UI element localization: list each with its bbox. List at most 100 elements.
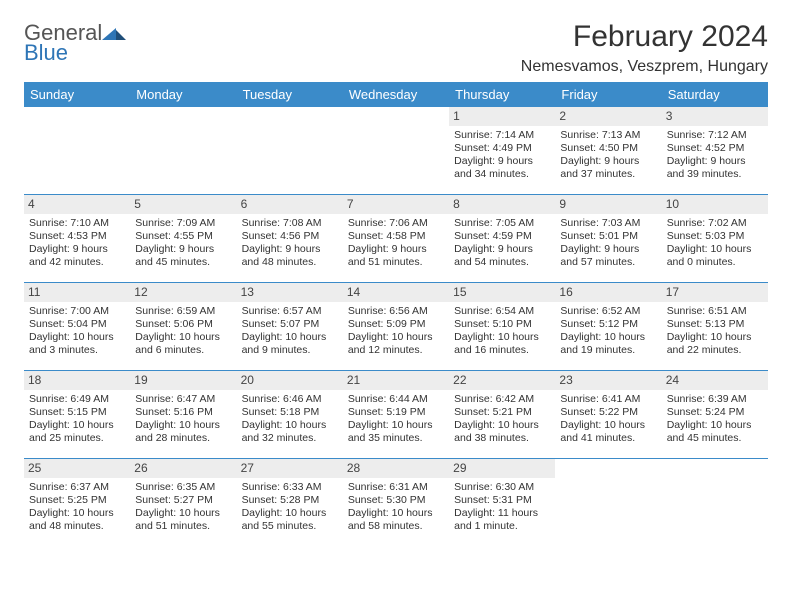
daylight-text: Daylight: 10 hours and 9 minutes. bbox=[242, 331, 338, 357]
calendar-day-cell: 1Sunrise: 7:14 AMSunset: 4:49 PMDaylight… bbox=[449, 107, 555, 195]
sunset-text: Sunset: 5:06 PM bbox=[135, 318, 231, 331]
calendar-day-cell bbox=[130, 107, 236, 195]
sunrise-text: Sunrise: 6:49 AM bbox=[29, 393, 125, 406]
calendar-week-row: 4Sunrise: 7:10 AMSunset: 4:53 PMDaylight… bbox=[24, 195, 768, 283]
day-number: 28 bbox=[343, 459, 449, 478]
calendar-page: General Blue February 2024 Nemesvamos, V… bbox=[0, 0, 792, 559]
calendar-week-row: 18Sunrise: 6:49 AMSunset: 5:15 PMDayligh… bbox=[24, 371, 768, 459]
day-number: 11 bbox=[24, 283, 130, 302]
sunrise-text: Sunrise: 6:30 AM bbox=[454, 481, 550, 494]
daylight-text: Daylight: 10 hours and 38 minutes. bbox=[454, 419, 550, 445]
sunset-text: Sunset: 5:19 PM bbox=[348, 406, 444, 419]
daylight-text: Daylight: 10 hours and 16 minutes. bbox=[454, 331, 550, 357]
calendar-day-cell: 29Sunrise: 6:30 AMSunset: 5:31 PMDayligh… bbox=[449, 459, 555, 547]
calendar-day-cell: 28Sunrise: 6:31 AMSunset: 5:30 PMDayligh… bbox=[343, 459, 449, 547]
page-title: February 2024 bbox=[521, 20, 768, 54]
sunrise-text: Sunrise: 6:47 AM bbox=[135, 393, 231, 406]
calendar-day-cell: 10Sunrise: 7:02 AMSunset: 5:03 PMDayligh… bbox=[662, 195, 768, 283]
dayname-tuesday: Tuesday bbox=[237, 82, 343, 107]
day-number: 29 bbox=[449, 459, 555, 478]
sunrise-text: Sunrise: 6:52 AM bbox=[560, 305, 656, 318]
daylight-text: Daylight: 10 hours and 48 minutes. bbox=[29, 507, 125, 533]
sunset-text: Sunset: 5:22 PM bbox=[560, 406, 656, 419]
daylight-text: Daylight: 9 hours and 48 minutes. bbox=[242, 243, 338, 269]
daylight-text: Daylight: 9 hours and 37 minutes. bbox=[560, 155, 656, 181]
day-number: 10 bbox=[662, 195, 768, 214]
sunset-text: Sunset: 5:25 PM bbox=[29, 494, 125, 507]
sunset-text: Sunset: 4:56 PM bbox=[242, 230, 338, 243]
day-number: 15 bbox=[449, 283, 555, 302]
daylight-text: Daylight: 10 hours and 32 minutes. bbox=[242, 419, 338, 445]
daylight-text: Daylight: 9 hours and 54 minutes. bbox=[454, 243, 550, 269]
daylight-text: Daylight: 10 hours and 22 minutes. bbox=[667, 331, 763, 357]
day-number: 3 bbox=[662, 107, 768, 126]
day-number: 25 bbox=[24, 459, 130, 478]
daylight-text: Daylight: 10 hours and 28 minutes. bbox=[135, 419, 231, 445]
sunset-text: Sunset: 5:30 PM bbox=[348, 494, 444, 507]
daylight-text: Daylight: 10 hours and 45 minutes. bbox=[667, 419, 763, 445]
sunrise-text: Sunrise: 7:08 AM bbox=[242, 217, 338, 230]
sunrise-text: Sunrise: 7:14 AM bbox=[454, 129, 550, 142]
dayname-sunday: Sunday bbox=[24, 82, 130, 107]
daylight-text: Daylight: 9 hours and 34 minutes. bbox=[454, 155, 550, 181]
sunrise-text: Sunrise: 6:39 AM bbox=[667, 393, 763, 406]
calendar-day-cell: 21Sunrise: 6:44 AMSunset: 5:19 PMDayligh… bbox=[343, 371, 449, 459]
calendar-week-row: 25Sunrise: 6:37 AMSunset: 5:25 PMDayligh… bbox=[24, 459, 768, 547]
logo-triangle-icon bbox=[102, 24, 126, 45]
sunset-text: Sunset: 5:31 PM bbox=[454, 494, 550, 507]
calendar-day-cell: 27Sunrise: 6:33 AMSunset: 5:28 PMDayligh… bbox=[237, 459, 343, 547]
daylight-text: Daylight: 10 hours and 55 minutes. bbox=[242, 507, 338, 533]
calendar-day-cell: 13Sunrise: 6:57 AMSunset: 5:07 PMDayligh… bbox=[237, 283, 343, 371]
sunset-text: Sunset: 5:07 PM bbox=[242, 318, 338, 331]
calendar-day-cell: 16Sunrise: 6:52 AMSunset: 5:12 PMDayligh… bbox=[555, 283, 661, 371]
sunset-text: Sunset: 5:16 PM bbox=[135, 406, 231, 419]
sunrise-text: Sunrise: 7:10 AM bbox=[29, 217, 125, 230]
sunrise-text: Sunrise: 6:31 AM bbox=[348, 481, 444, 494]
day-number: 9 bbox=[555, 195, 661, 214]
dayname-friday: Friday bbox=[555, 82, 661, 107]
calendar-day-cell bbox=[343, 107, 449, 195]
calendar-day-cell bbox=[555, 459, 661, 547]
daylight-text: Daylight: 9 hours and 45 minutes. bbox=[135, 243, 231, 269]
calendar-day-cell: 19 Sunrise: 6:47 AMSunset: 5:16 PMDayligh… bbox=[130, 371, 236, 459]
day-number: 26 bbox=[130, 459, 236, 478]
calendar-day-cell: 3Sunrise: 7:12 AMSunset: 4:52 PMDaylight… bbox=[662, 107, 768, 195]
calendar-day-cell: 20Sunrise: 6:46 AMSunset: 5:18 PMDayligh… bbox=[237, 371, 343, 459]
sunset-text: Sunset: 4:52 PM bbox=[667, 142, 763, 155]
page-header: General Blue February 2024 Nemesvamos, V… bbox=[24, 20, 768, 76]
sunrise-text: Sunrise: 6:56 AM bbox=[348, 305, 444, 318]
sunrise-text: Sunrise: 6:35 AM bbox=[135, 481, 231, 494]
sunrise-text: Sunrise: 6:42 AM bbox=[454, 393, 550, 406]
logo: General Blue bbox=[24, 20, 126, 72]
sunset-text: Sunset: 5:01 PM bbox=[560, 230, 656, 243]
sunset-text: Sunset: 4:50 PM bbox=[560, 142, 656, 155]
daylight-text: Daylight: 10 hours and 0 minutes. bbox=[667, 243, 763, 269]
dayname-wednesday: Wednesday bbox=[343, 82, 449, 107]
calendar-day-cell: 7Sunrise: 7:06 AMSunset: 4:58 PMDaylight… bbox=[343, 195, 449, 283]
day-number: 19 bbox=[130, 371, 236, 390]
calendar-dayname-row: Sunday Monday Tuesday Wednesday Thursday… bbox=[24, 82, 768, 107]
day-number: 21 bbox=[343, 371, 449, 390]
sunrise-text: Sunrise: 6:33 AM bbox=[242, 481, 338, 494]
sunset-text: Sunset: 5:27 PM bbox=[135, 494, 231, 507]
day-number: 7 bbox=[343, 195, 449, 214]
sunrise-text: Sunrise: 7:09 AM bbox=[135, 217, 231, 230]
sunset-text: Sunset: 5:18 PM bbox=[242, 406, 338, 419]
dayname-saturday: Saturday bbox=[662, 82, 768, 107]
sunrise-text: Sunrise: 7:03 AM bbox=[560, 217, 656, 230]
calendar-day-cell: 8Sunrise: 7:05 AMSunset: 4:59 PMDaylight… bbox=[449, 195, 555, 283]
sunset-text: Sunset: 4:49 PM bbox=[454, 142, 550, 155]
calendar-day-cell bbox=[662, 459, 768, 547]
day-number: 4 bbox=[24, 195, 130, 214]
sunset-text: Sunset: 5:15 PM bbox=[29, 406, 125, 419]
daylight-text: Daylight: 10 hours and 51 minutes. bbox=[135, 507, 231, 533]
calendar-day-cell: 22Sunrise: 6:42 AMSunset: 5:21 PMDayligh… bbox=[449, 371, 555, 459]
calendar-day-cell: 4Sunrise: 7:10 AMSunset: 4:53 PMDaylight… bbox=[24, 195, 130, 283]
calendar-day-cell: 25Sunrise: 6:37 AMSunset: 5:25 PMDayligh… bbox=[24, 459, 130, 547]
calendar-day-cell: 14Sunrise: 6:56 AMSunset: 5:09 PMDayligh… bbox=[343, 283, 449, 371]
day-number: 6 bbox=[237, 195, 343, 214]
daylight-text: Daylight: 9 hours and 51 minutes. bbox=[348, 243, 444, 269]
daylight-text: Daylight: 10 hours and 19 minutes. bbox=[560, 331, 656, 357]
sunrise-text: Sunrise: 6:57 AM bbox=[242, 305, 338, 318]
day-number: 20 bbox=[237, 371, 343, 390]
